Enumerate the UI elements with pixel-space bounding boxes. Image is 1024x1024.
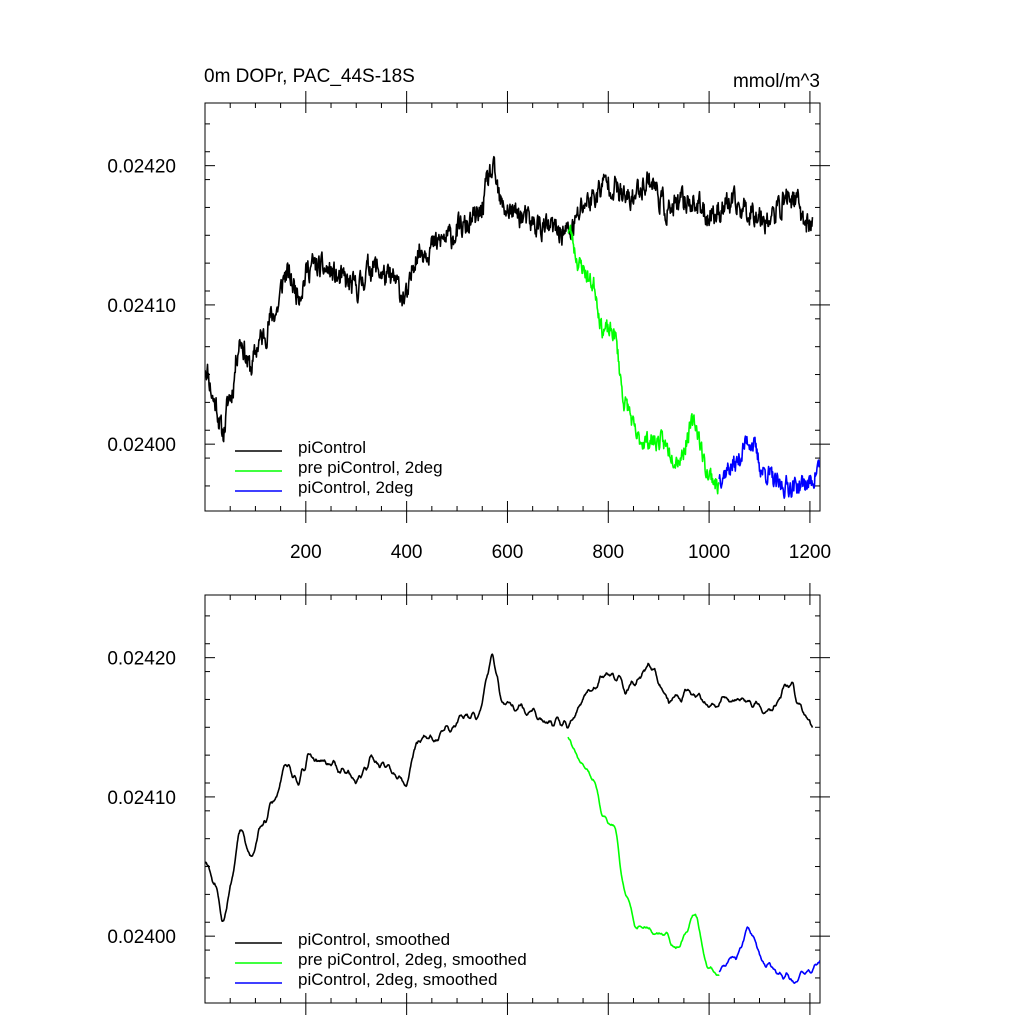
chart-title-left: 0m DOPr, PAC_44S-18S xyxy=(204,66,415,87)
plot-frame xyxy=(204,102,821,512)
series-line-1 xyxy=(205,155,814,443)
x-tick-label: 400 xyxy=(391,542,423,563)
bottom-panel: 0.02400 0.02410 0.02420 piControl, smoothed… xyxy=(107,583,830,1015)
x-tick-label: 800 xyxy=(592,542,624,563)
series-group xyxy=(205,155,820,499)
x-tick-label: 200 xyxy=(290,542,322,563)
legend-label: piControl, 2deg xyxy=(298,478,413,497)
y-tick-label: 0.02410 xyxy=(107,788,176,809)
chart-title-right: mmol/m^3 xyxy=(733,71,820,92)
y-tick-label: 0.02420 xyxy=(107,157,176,178)
legend-label: piControl, smoothed xyxy=(298,930,450,949)
series-line-2 xyxy=(567,224,720,495)
y-tick-label: 0.02400 xyxy=(107,435,176,456)
series-group xyxy=(205,653,820,984)
y-tick-label: 0.02400 xyxy=(107,927,176,948)
x-tick-label: 1000 xyxy=(688,542,730,563)
legend-label: pre piControl, 2deg xyxy=(298,458,443,477)
legend-label: piControl xyxy=(298,438,366,457)
legend-label: pre piControl, 2deg, smoothed xyxy=(298,950,527,969)
top-panel: 200 400 600 800 1000 1200 0.02400 0.02410 0.0242… xyxy=(107,91,831,563)
x-tick-label: 600 xyxy=(492,542,524,563)
series-line-1 xyxy=(205,653,814,923)
x-tick-label: 1200 xyxy=(789,542,831,563)
y-tick-label: 0.02410 xyxy=(107,296,176,317)
plot-frame xyxy=(204,594,821,1004)
series-line-2 xyxy=(567,736,720,976)
legend-label: piControl, 2deg, smoothed xyxy=(298,970,497,989)
series-line-3 xyxy=(718,435,820,499)
series-line-3 xyxy=(718,926,820,984)
y-tick-label: 0.02420 xyxy=(107,649,176,670)
